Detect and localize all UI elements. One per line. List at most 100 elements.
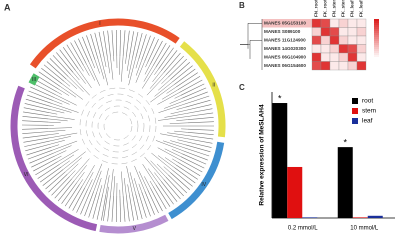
heat-cell — [356, 44, 367, 54]
heat-cell — [311, 44, 322, 54]
branch — [174, 130, 188, 133]
leaf-label — [186, 108, 213, 114]
column-label: FK_stem — [341, 0, 346, 17]
heat-cell — [320, 35, 331, 45]
leaf-label — [167, 58, 188, 78]
branch — [126, 56, 130, 71]
heat-cell — [311, 35, 322, 45]
leaf-label — [24, 140, 50, 147]
branch — [77, 68, 92, 89]
branch — [75, 70, 86, 84]
heat-cell — [356, 61, 367, 71]
row-label: MANES 06G154600 — [264, 63, 306, 68]
leaf-label — [176, 72, 198, 88]
leaf-label — [187, 128, 214, 131]
branch — [97, 105, 139, 147]
leaf-label — [177, 162, 201, 176]
leaf-label — [141, 35, 151, 61]
leaf-label — [27, 149, 53, 160]
branch — [51, 144, 60, 148]
clade-label: IV — [201, 182, 206, 188]
heat-cell — [311, 18, 322, 28]
branch — [50, 106, 72, 113]
branch — [63, 151, 86, 170]
branch — [81, 165, 95, 187]
clade-arc — [168, 141, 225, 220]
branch — [151, 152, 173, 171]
bar — [367, 215, 383, 218]
branch — [149, 72, 164, 89]
colorbar — [374, 41, 379, 43]
branch — [164, 113, 187, 118]
leaf-label — [42, 169, 64, 186]
leaf-label — [180, 83, 205, 96]
branch — [48, 121, 61, 123]
branch — [127, 184, 130, 196]
branch — [49, 136, 71, 142]
leaf-label — [182, 87, 207, 99]
branch — [49, 109, 65, 114]
leaf-label — [62, 46, 79, 69]
bar — [352, 217, 368, 218]
leaf-label — [186, 141, 212, 148]
heat-cell — [329, 52, 340, 62]
branch — [162, 89, 178, 100]
leaf-label — [187, 135, 214, 140]
leaf-label — [22, 120, 49, 123]
bar — [302, 217, 318, 218]
clade-label: V — [133, 226, 137, 232]
annotation: * — [278, 93, 282, 103]
leaf-label — [155, 184, 171, 207]
branch — [50, 140, 65, 145]
column-label: FN_root — [314, 0, 319, 17]
leaf-label — [163, 52, 181, 74]
branch — [177, 139, 187, 142]
leaf-label — [64, 184, 80, 207]
branch — [143, 65, 154, 82]
leaf-label — [177, 76, 201, 90]
leaf-label — [56, 52, 74, 73]
leaf-label — [122, 195, 126, 222]
branch — [84, 172, 94, 188]
branch — [160, 133, 187, 139]
leaf-label — [66, 44, 81, 67]
heat-cell — [347, 52, 358, 62]
leaf-label — [29, 152, 54, 164]
leaf-label — [135, 193, 143, 219]
branch — [135, 59, 139, 69]
branch — [163, 166, 171, 173]
branch — [164, 157, 177, 166]
colorbar — [374, 23, 379, 25]
leaf-label — [170, 62, 190, 80]
leaf-label — [147, 38, 159, 63]
branch — [71, 158, 90, 179]
leaf-label — [122, 30, 126, 57]
branch — [53, 97, 70, 105]
heat-cell — [338, 18, 349, 28]
heat-cell — [347, 44, 358, 54]
branch — [110, 169, 114, 196]
clade-arc — [29, 18, 180, 69]
leaf-label — [32, 82, 56, 95]
leaf-label — [129, 195, 134, 221]
branch — [48, 133, 59, 135]
leaf-label — [92, 193, 100, 219]
branch — [88, 62, 100, 86]
legend-swatch — [352, 108, 358, 114]
leaf-label — [182, 153, 207, 165]
leaf-label — [170, 172, 190, 190]
branch — [126, 166, 133, 195]
tree-branch — [248, 19, 263, 36]
leaf-label — [22, 116, 49, 120]
leaf-label — [101, 194, 107, 221]
leaf-label — [22, 131, 49, 134]
leaf-label — [22, 128, 49, 130]
branch — [93, 170, 102, 192]
leaf-label — [165, 176, 184, 197]
leaf-label — [57, 180, 75, 202]
colorbar — [374, 39, 379, 41]
branch — [107, 56, 111, 74]
heat-cell — [320, 61, 331, 71]
branch — [60, 86, 77, 98]
leaf-label — [84, 191, 94, 217]
